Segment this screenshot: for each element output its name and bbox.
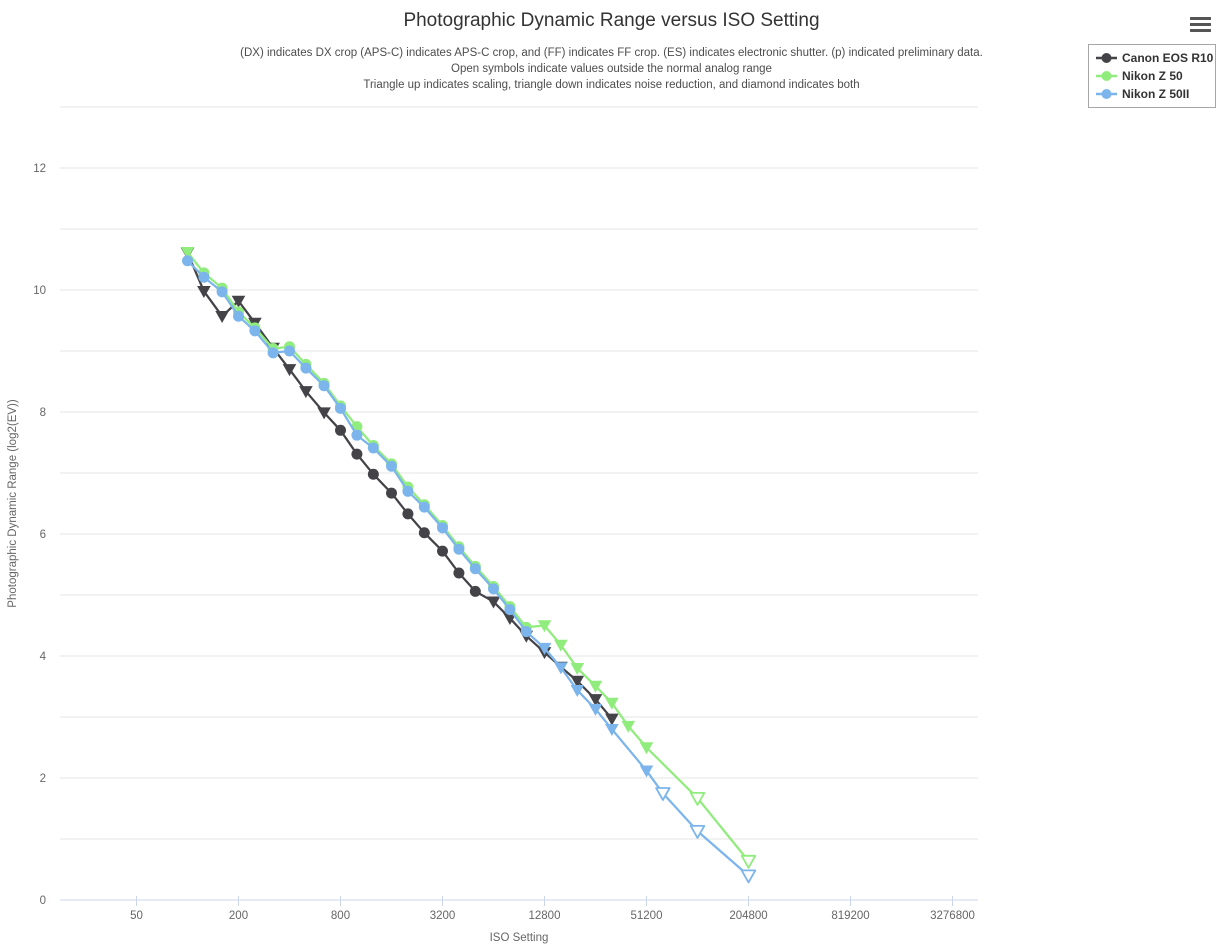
marker-open-nikon-z-50ii-iso-64000[interactable] <box>655 787 671 801</box>
x-tick-label-50: 50 <box>130 910 143 922</box>
marker-nikon-z-50ii-iso-51200[interactable] <box>639 765 654 778</box>
marker-canon-eos-r10-iso-125[interactable] <box>197 286 211 298</box>
chart-subtitle-line-2: Open symbols indicate values outside the… <box>451 63 772 75</box>
marker-nikon-z-50ii-iso-1000[interactable] <box>351 429 363 441</box>
x-tick-label-3200: 3200 <box>430 910 456 922</box>
marker-canon-eos-r10-iso-200[interactable] <box>231 295 246 308</box>
y-axis-title: Photographic Dynamic Range (log2(EV)) <box>7 399 19 608</box>
marker-open-nikon-z-50ii-iso-204800[interactable] <box>740 869 757 884</box>
x-tick-label-3276800: 3276800 <box>930 910 975 922</box>
y-tick-label-2: 2 <box>40 773 46 785</box>
marker-nikon-z-50ii-iso-3200[interactable] <box>437 522 448 534</box>
marker-nikon-z-50-iso-32000[interactable] <box>605 697 619 710</box>
y-tick-label-8: 8 <box>40 407 46 419</box>
legend-label: Nikon Z 50II <box>1122 87 1190 101</box>
marker-nikon-z-50ii-iso-320[interactable] <box>267 347 279 359</box>
marker-open-nikon-z-50-iso-204800[interactable] <box>740 854 757 869</box>
legend: Canon EOS R10 Nikon Z 50 Nikon Z 50II <box>1088 44 1216 108</box>
marker-nikon-z-50ii-iso-16000[interactable] <box>554 662 568 675</box>
y-tick-label-4: 4 <box>40 651 47 663</box>
marker-nikon-z-50-iso-25600[interactable] <box>588 680 603 693</box>
marker-canon-eos-r10-iso-20000[interactable] <box>570 675 585 688</box>
legend-marker-icon <box>1096 53 1117 63</box>
legend-marker-icon <box>1096 71 1117 81</box>
hamburger-icon <box>1189 29 1211 32</box>
x-tick-label-51200: 51200 <box>631 910 663 922</box>
x-axis-title: ISO Setting <box>490 932 549 944</box>
hamburger-icon <box>1189 17 1211 20</box>
chart-context-menu-button[interactable] <box>1187 12 1213 36</box>
marker-nikon-z-50ii-iso-2500[interactable] <box>418 501 430 513</box>
x-tick-label-12800: 12800 <box>529 910 561 922</box>
hamburger-icon <box>1189 23 1211 26</box>
marker-canon-eos-r10-iso-4000[interactable] <box>453 567 465 579</box>
marker-canon-eos-r10-iso-500[interactable] <box>299 386 313 399</box>
chart-title: Photographic Dynamic Range versus ISO Se… <box>403 10 820 31</box>
marker-nikon-z-50-iso-51200[interactable] <box>639 742 654 755</box>
legend-marker-icon <box>1096 89 1117 99</box>
marker-nikon-z-50ii-iso-640[interactable] <box>318 380 330 392</box>
legend-label: Nikon Z 50 <box>1122 69 1183 83</box>
marker-nikon-z-50ii-iso-32000[interactable] <box>605 724 619 736</box>
y-tick-label-10: 10 <box>33 285 46 297</box>
marker-canon-eos-r10-iso-3200[interactable] <box>437 545 448 557</box>
marker-nikon-z-50ii-iso-10000[interactable] <box>520 626 532 638</box>
legend-item-canon-eos-r10[interactable]: Canon EOS R10 <box>1096 49 1215 67</box>
marker-nikon-z-50ii-iso-125[interactable] <box>198 271 210 283</box>
y-tick-label-0: 0 <box>40 895 46 907</box>
marker-canon-eos-r10-iso-800[interactable] <box>335 424 346 436</box>
y-tick-label-12: 12 <box>33 163 46 175</box>
marker-nikon-z-50ii-iso-400[interactable] <box>284 345 295 357</box>
marker-nikon-z-50-iso-16000[interactable] <box>554 639 568 652</box>
marker-canon-eos-r10-iso-5000[interactable] <box>469 585 481 597</box>
marker-canon-eos-r10-iso-1250[interactable] <box>367 468 379 480</box>
x-tick-label-204800: 204800 <box>729 910 767 922</box>
legend-item-nikon-z-50[interactable]: Nikon Z 50 <box>1096 67 1215 85</box>
chart-subtitle-line-3: Triangle up indicates scaling, triangle … <box>363 79 860 91</box>
marker-nikon-z-50ii-iso-250[interactable] <box>249 325 261 337</box>
marker-nikon-z-50-iso-100[interactable] <box>180 247 195 259</box>
marker-nikon-z-50ii-iso-4000[interactable] <box>453 543 465 555</box>
marker-nikon-z-50ii-iso-20000[interactable] <box>570 685 585 697</box>
marker-nikon-z-50ii-iso-100[interactable] <box>182 255 193 267</box>
marker-nikon-z-50ii-iso-12800[interactable] <box>537 642 552 655</box>
marker-nikon-z-50ii-iso-6400[interactable] <box>488 583 499 595</box>
x-tick-label-819200: 819200 <box>831 910 869 922</box>
marker-nikon-z-50ii-iso-1250[interactable] <box>367 442 379 454</box>
marker-canon-eos-r10-iso-640[interactable] <box>317 407 331 420</box>
marker-canon-eos-r10-iso-6400[interactable] <box>486 596 501 609</box>
marker-canon-eos-r10-iso-25600[interactable] <box>588 694 603 707</box>
marker-nikon-z-50ii-iso-200[interactable] <box>233 310 244 322</box>
marker-nikon-z-50ii-iso-5000[interactable] <box>469 563 481 575</box>
marker-canon-eos-r10-iso-1000[interactable] <box>351 448 363 460</box>
legend-label: Canon EOS R10 <box>1122 51 1214 65</box>
marker-canon-eos-r10-iso-32000[interactable] <box>605 713 619 726</box>
marker-canon-eos-r10-iso-400[interactable] <box>282 364 297 377</box>
marker-canon-eos-r10-iso-2500[interactable] <box>418 527 430 539</box>
marker-canon-eos-r10-iso-1600[interactable] <box>386 487 397 499</box>
marker-nikon-z-50-iso-12800[interactable] <box>537 620 552 633</box>
marker-canon-eos-r10-iso-160[interactable] <box>215 311 229 323</box>
marker-nikon-z-50-iso-40000[interactable] <box>621 720 636 733</box>
marker-nikon-z-50ii-iso-800[interactable] <box>335 402 346 414</box>
x-tick-label-800: 800 <box>331 910 350 922</box>
marker-nikon-z-50ii-iso-2000[interactable] <box>402 485 414 497</box>
x-tick-label-200: 200 <box>229 910 248 922</box>
marker-nikon-z-50-iso-20000[interactable] <box>570 663 585 675</box>
marker-nikon-z-50ii-iso-25600[interactable] <box>588 703 603 716</box>
marker-canon-eos-r10-iso-2000[interactable] <box>402 508 414 520</box>
marker-open-nikon-z-50ii-iso-102400[interactable] <box>689 825 706 839</box>
marker-nikon-z-50ii-iso-1600[interactable] <box>386 460 397 472</box>
marker-nikon-z-50ii-iso-500[interactable] <box>300 362 312 374</box>
marker-nikon-z-50ii-iso-8000[interactable] <box>504 604 516 616</box>
y-tick-label-6: 6 <box>40 529 46 541</box>
chart-subtitle-line-1: (DX) indicates DX crop (APS-C) indicates… <box>240 47 983 59</box>
marker-nikon-z-50ii-iso-160[interactable] <box>216 286 228 298</box>
legend-item-nikon-z-50ii[interactable]: Nikon Z 50II <box>1096 85 1215 103</box>
marker-open-nikon-z-50-iso-102400[interactable] <box>689 792 706 806</box>
